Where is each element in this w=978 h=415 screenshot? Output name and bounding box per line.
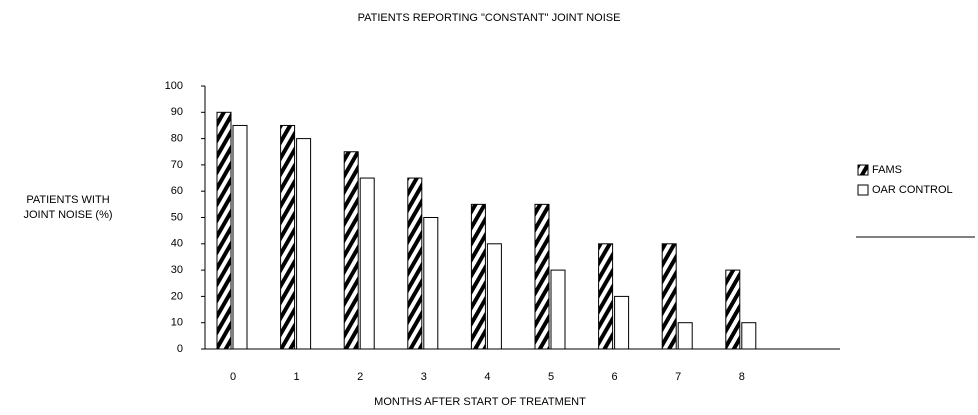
bar — [550, 269, 566, 350]
y-tick-label: 0 — [177, 343, 183, 355]
bar — [359, 177, 375, 350]
bar — [423, 217, 439, 350]
bar — [343, 151, 359, 350]
y-tick-label: 30 — [171, 264, 183, 276]
legend-label: FAMS — [872, 164, 902, 176]
legend-swatch — [857, 184, 869, 196]
x-tick-label: 8 — [739, 371, 745, 383]
bar — [232, 124, 248, 350]
y-tick-label: 20 — [171, 290, 183, 302]
bar — [296, 138, 312, 350]
legend-swatch — [857, 164, 869, 176]
x-axis-label: MONTHS AFTER START OF TREATMENT — [374, 396, 586, 408]
bar — [725, 269, 741, 350]
x-tick-label: 4 — [484, 371, 490, 383]
bar — [280, 124, 296, 350]
y-tick-label: 50 — [171, 211, 183, 223]
x-tick-label: 1 — [294, 371, 300, 383]
legend-label: OAR CONTROL — [872, 184, 953, 196]
y-tick-label: 80 — [171, 133, 183, 145]
x-tick-label: 6 — [612, 371, 618, 383]
bar — [741, 322, 757, 350]
y-tick-label: 40 — [171, 238, 183, 250]
chart-title: PATIENTS REPORTING "CONSTANT" JOINT NOIS… — [358, 12, 621, 24]
bar — [407, 177, 423, 350]
x-tick-label: 2 — [357, 371, 363, 383]
y-tick-label: 70 — [171, 159, 183, 171]
x-tick-label: 3 — [421, 371, 427, 383]
bar — [661, 243, 677, 350]
x-tick-label: 7 — [675, 371, 681, 383]
bar — [534, 203, 550, 350]
y-tick-label: 10 — [171, 317, 183, 329]
bar — [677, 322, 693, 350]
x-tick-label: 0 — [230, 371, 236, 383]
y-axis-label: PATIENTS WITH — [26, 194, 109, 206]
y-tick-label: 90 — [171, 106, 183, 118]
bar — [486, 243, 502, 350]
y-tick-label: 100 — [165, 80, 183, 92]
y-tick-label: 60 — [171, 185, 183, 197]
y-axis-label: JOINT NOISE (%) — [23, 209, 112, 221]
bar — [216, 111, 232, 350]
bar — [614, 295, 630, 350]
x-tick-label: 5 — [548, 371, 554, 383]
bar — [598, 243, 614, 350]
bar — [470, 203, 486, 350]
